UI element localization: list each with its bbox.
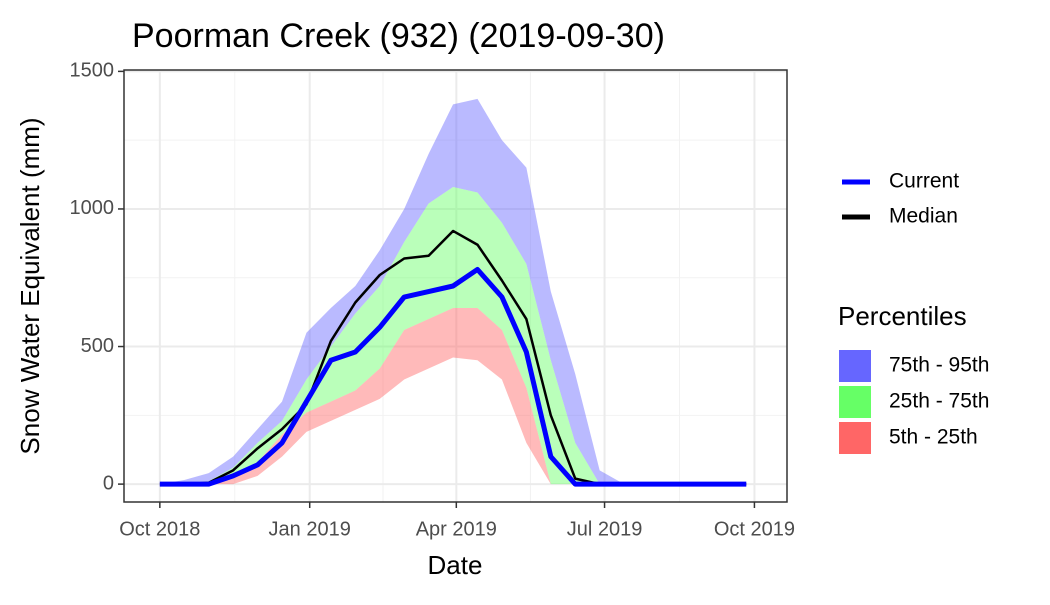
series-line xyxy=(159,266,747,487)
x-tick-label: Oct 2019 xyxy=(714,518,795,540)
x-axis-title: Date xyxy=(428,550,483,580)
legend-title: Percentiles xyxy=(838,301,967,331)
y-tick-label: 0 xyxy=(103,472,114,494)
x-tick-label: Jul 2019 xyxy=(567,518,643,540)
legend-label: Current xyxy=(889,170,959,193)
legend-swatch xyxy=(839,350,871,382)
legend-label: 5th - 25th xyxy=(889,426,978,449)
legend-label: 25th - 75th xyxy=(889,390,989,413)
percentile-band xyxy=(159,186,747,485)
x-tick-label: Apr 2019 xyxy=(416,518,497,540)
y-tick-label: 500 xyxy=(81,335,114,357)
y-tick-label: 1000 xyxy=(70,197,115,219)
legend-swatch xyxy=(839,386,871,418)
plot-border xyxy=(123,69,788,503)
y-tick-label: 1500 xyxy=(70,60,115,82)
percentile-band xyxy=(159,308,747,485)
legend-label: Median xyxy=(889,205,958,228)
percentile-band xyxy=(159,98,747,485)
chart-title: Poorman Creek (932) (2019-09-30) xyxy=(132,17,665,55)
legend-label: 75th - 95th xyxy=(889,354,989,377)
legend-swatch xyxy=(839,422,871,454)
x-tick-label: Jan 2019 xyxy=(269,518,351,540)
y-axis-title: Snow Water Equivalent (mm) xyxy=(15,117,45,454)
x-tick-label: Oct 2018 xyxy=(119,518,200,540)
